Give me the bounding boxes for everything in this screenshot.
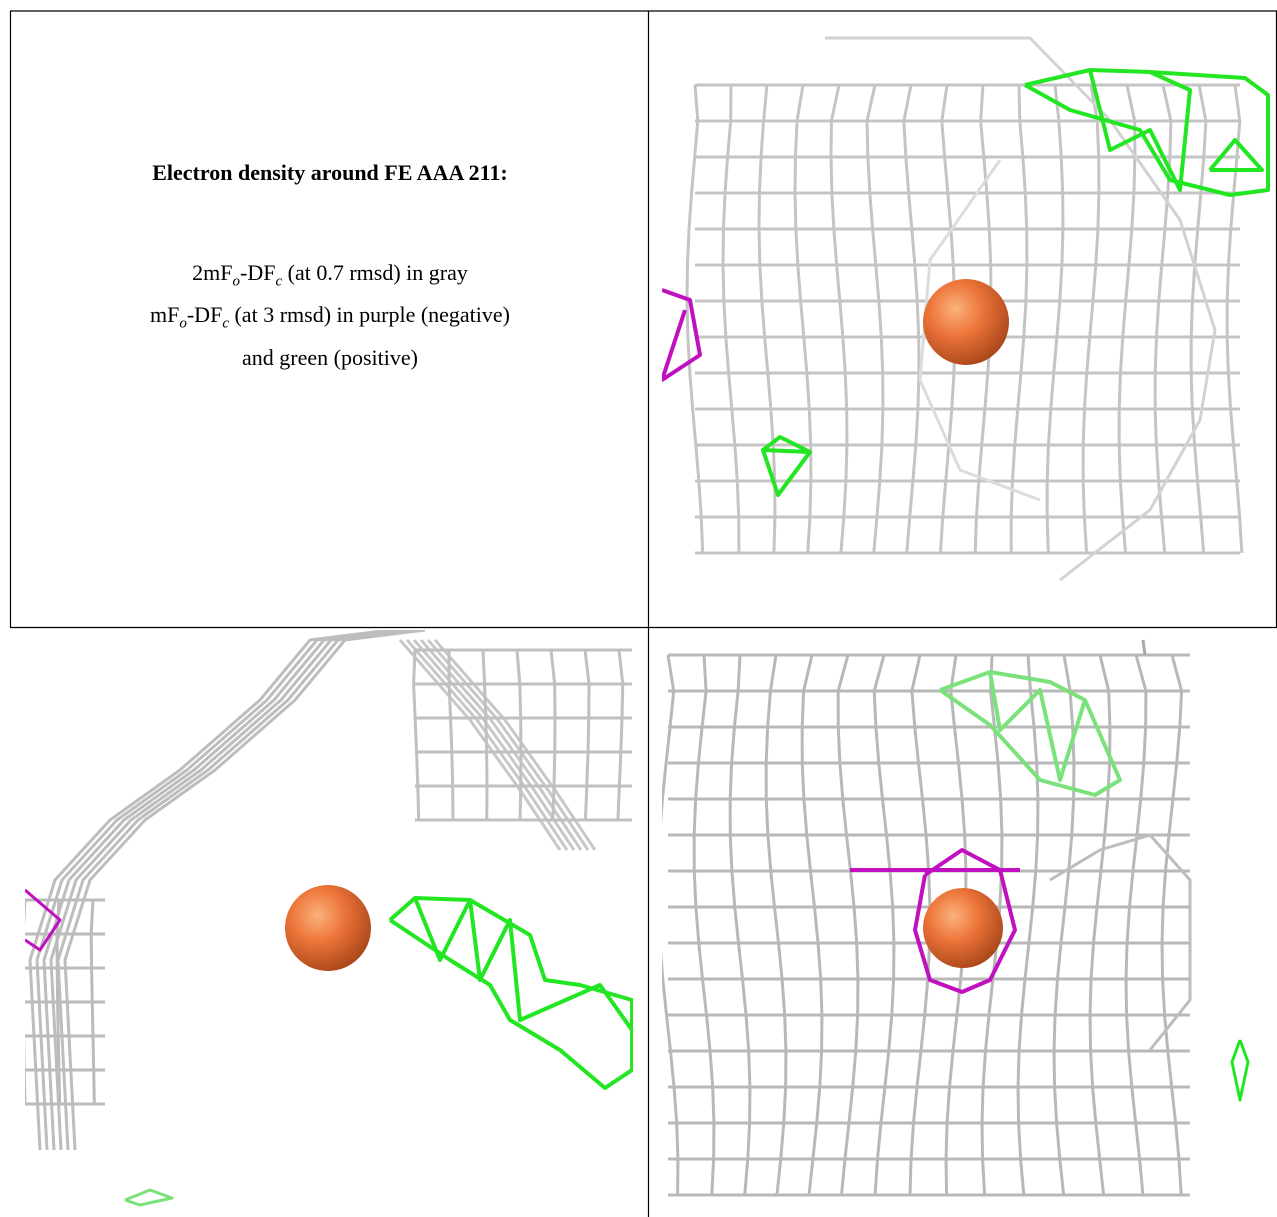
mesh-line	[662, 288, 702, 382]
mesh-line	[1117, 84, 1137, 554]
text-part: mF	[150, 302, 180, 328]
legend-line: and green (positive)	[12, 341, 648, 374]
mesh-line	[872, 654, 896, 1196]
subscript: c	[222, 315, 229, 332]
mesh-line	[56, 630, 419, 1151]
iron-atom	[285, 885, 371, 971]
text-part: 2mF	[192, 260, 233, 285]
caption-legend: 2mFo-DFc (at 0.7 rmsd) in gray mFo-DFc (a…	[12, 256, 648, 374]
panel-top-right	[662, 36, 1270, 582]
text-part: (at 0.7 rmsd) in gray	[282, 260, 468, 285]
mesh-line	[721, 84, 741, 554]
mesh-line	[388, 896, 633, 1090]
mesh-line	[829, 84, 849, 554]
mesh-line	[1088, 69, 1192, 192]
mesh-line	[1225, 84, 1244, 554]
mesh-line	[616, 649, 625, 821]
mesh-line	[1160, 654, 1184, 1196]
caption: Electron density around FE AAA 211: 2mFo…	[12, 160, 648, 374]
mesh-line	[413, 897, 633, 1032]
mesh-line	[1009, 84, 1029, 554]
mesh-line	[685, 84, 705, 554]
mesh-line	[481, 649, 489, 821]
mesh-line	[1049, 833, 1192, 1051]
iron-atom	[923, 888, 1003, 968]
mesh-line	[1208, 138, 1264, 172]
mesh-line	[1141, 639, 1147, 656]
mesh-line	[913, 848, 1017, 994]
mesh-line	[549, 649, 557, 821]
text-part: (at 3 rmsd) in purple (negative)	[228, 302, 510, 328]
mesh-line	[761, 435, 812, 497]
mesh-line	[515, 649, 523, 821]
caption-title: Electron density around FE AAA 211:	[152, 160, 508, 185]
mesh-line	[938, 670, 1122, 797]
mesh-line	[1088, 654, 1112, 1196]
mesh-line	[49, 630, 412, 1151]
mesh-line	[1153, 84, 1173, 554]
mesh-line	[757, 84, 777, 554]
mesh-line	[988, 671, 1087, 782]
subscript: c	[275, 273, 283, 290]
mesh-line	[1081, 84, 1101, 554]
legend-line: 2mFo-DFc (at 0.7 rmsd) in gray	[12, 256, 648, 298]
mesh-line	[836, 654, 860, 1196]
mesh-line	[1016, 654, 1040, 1196]
panel-bottom-right	[662, 639, 1250, 1197]
text-part: -DF	[186, 302, 223, 328]
mesh-line	[800, 654, 824, 1196]
mesh-line	[25, 900, 27, 1104]
mesh-line	[583, 649, 591, 821]
mesh-line	[1045, 84, 1065, 554]
mesh-line	[412, 649, 421, 821]
panel-bottom-left	[25, 630, 633, 1207]
mesh-line	[793, 84, 813, 554]
subscript: o	[232, 273, 241, 290]
mesh-line	[42, 630, 405, 1151]
mesh-line	[1230, 1039, 1250, 1102]
mesh-line	[124, 1188, 174, 1207]
mesh-line	[1024, 68, 1270, 197]
mesh-line	[825, 36, 1217, 582]
mesh-line	[1189, 84, 1208, 554]
mesh-line	[662, 654, 680, 1196]
mesh-line	[692, 654, 716, 1196]
subscript: o	[179, 315, 187, 332]
mesh-line	[1124, 654, 1148, 1196]
mesh-line	[447, 649, 455, 821]
text-part: -DF	[240, 260, 276, 285]
mesh-line	[865, 84, 885, 554]
mesh-line	[728, 654, 752, 1196]
text-part: and green (positive)	[242, 344, 418, 370]
mesh-line	[902, 84, 921, 554]
legend-line: mFo-DFc (at 3 rmsd) in purple (negative)	[12, 298, 648, 340]
mesh-line	[764, 654, 788, 1196]
mesh-line	[918, 159, 1041, 502]
iron-atom	[923, 279, 1009, 365]
mesh-line	[63, 630, 426, 1151]
mesh-line	[25, 888, 62, 952]
mesh-line	[1052, 654, 1076, 1196]
